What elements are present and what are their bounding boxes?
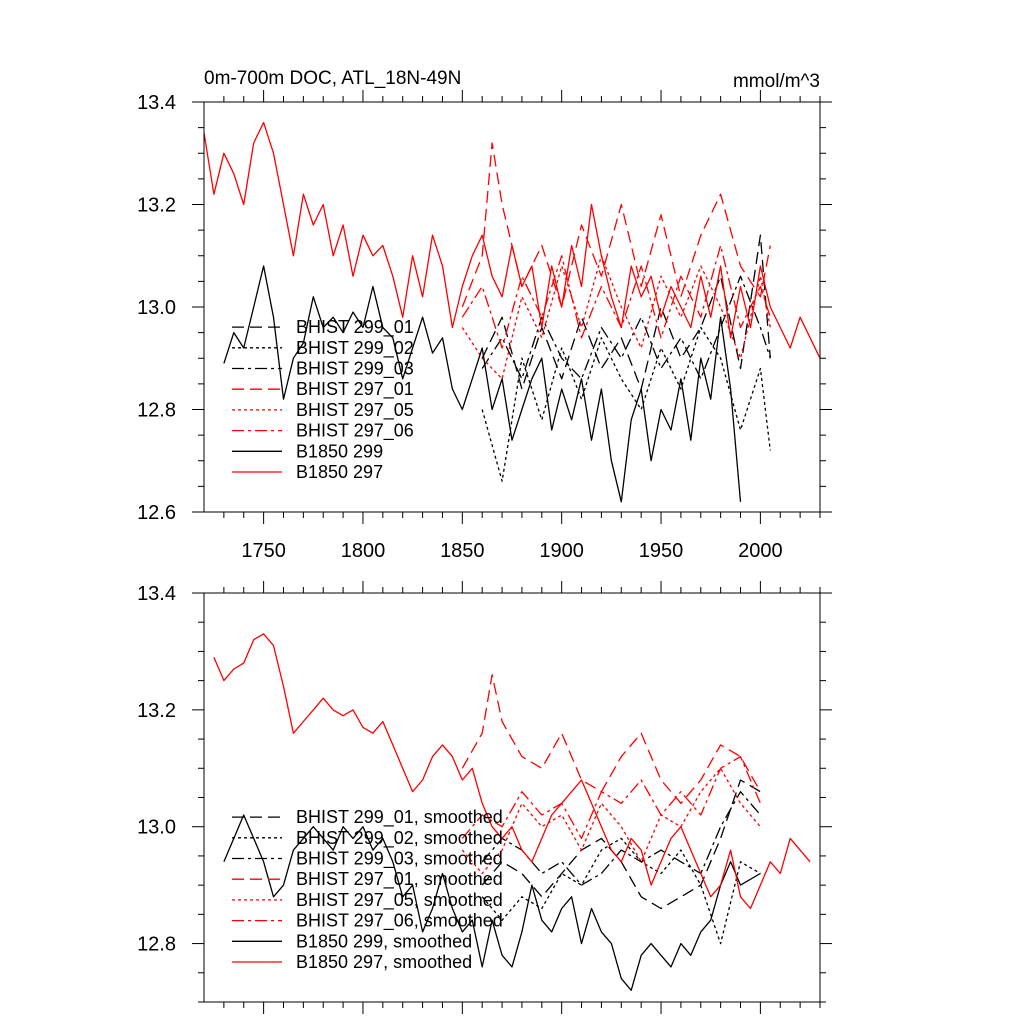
legend-label-bottom-0: BHIST 299_01, smoothed: [296, 807, 503, 828]
bottom-tick-marks: [192, 581, 832, 1014]
legend-label-bottom-7: B1850 297, smoothed: [296, 952, 472, 972]
legend-label-top-6: B1850 299: [296, 441, 383, 461]
top-series-line-7: [204, 121, 820, 359]
top-xtick-label: 1800: [341, 540, 386, 562]
legend-label-top-7: B1850 297: [296, 462, 383, 482]
legend-label-bottom-6: B1850 299, smoothed: [296, 931, 472, 951]
top-series-line-6: [223, 265, 742, 503]
legend-label-bottom-2: BHIST 299_03, smoothed: [296, 849, 503, 870]
legend-label-top-2: BHIST 299_03: [296, 359, 414, 380]
top-ytick-label: 13.2: [137, 195, 176, 217]
bottom-ytick-label: 13.0: [137, 817, 176, 839]
legend-label-top-3: BHIST 297_01: [296, 379, 414, 400]
legend-label-top-0: BHIST 299_01: [296, 317, 414, 338]
figure-title: 0m-700m DOC, ATL_18N-49N: [204, 68, 461, 89]
bottom-ytick-label: 12.8: [137, 934, 176, 956]
top-ytick-label: 13.4: [137, 92, 176, 114]
bottom-ytick-label: 13.4: [137, 583, 176, 605]
top-ytick-label: 13.0: [137, 297, 176, 319]
bottom-series-line-0: [481, 779, 761, 910]
top-ytick-label: 12.6: [137, 502, 176, 524]
bottom-series-line-4: [461, 767, 761, 875]
bottom-series-line-3: [461, 674, 761, 804]
top-xtick-label: 1900: [539, 540, 584, 562]
legend-label-top-4: BHIST 297_05: [296, 400, 414, 421]
bottom-series-line-1: [481, 837, 761, 945]
top-panel: 12.6 12.8 13.0 13.2 13.4 1750 1800 1850 1900 1950…: [137, 90, 832, 562]
top-ytick-label: 12.8: [137, 400, 176, 422]
top-series-group: [204, 121, 820, 503]
bottom-series-line-5: [461, 755, 761, 840]
top-xtick-label: 1950: [639, 540, 684, 562]
legend-label-top-5: BHIST 297_06: [296, 421, 414, 442]
top-series-line-4: [461, 255, 771, 380]
bottom-ytick-label: 13.2: [137, 700, 176, 722]
bottom-series-line-7: [213, 633, 811, 910]
legend-label-bottom-1: BHIST 299_02, smoothed: [296, 828, 503, 849]
top-xtick-label: 1750: [241, 540, 286, 562]
legend-label-top-1: BHIST 299_02: [296, 338, 414, 359]
top-series-line-3: [461, 142, 771, 308]
legend-label-bottom-4: BHIST 297_05, smoothed: [296, 890, 503, 911]
figure-units: mmol/m^3: [733, 71, 820, 92]
top-xtick-label: 2000: [738, 540, 783, 562]
bottom-series-line-6: [223, 814, 761, 991]
top-series-line-0: [481, 234, 771, 390]
legend-label-bottom-5: BHIST 297_06, smoothed: [296, 911, 503, 932]
top-series-line-2: [481, 275, 771, 380]
top-xtick-label: 1850: [440, 540, 485, 562]
top-tick-marks: [192, 90, 832, 524]
legend-label-bottom-3: BHIST 297_01, smoothed: [296, 869, 503, 890]
bottom-series-group: [213, 633, 811, 991]
